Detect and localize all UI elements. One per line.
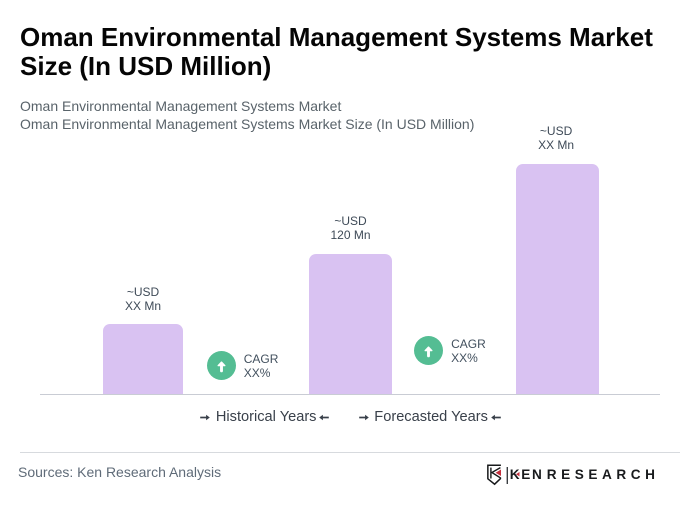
svg-text:KEN: KEN (510, 467, 542, 482)
svg-text:RESEARCH: RESEARCH (547, 467, 655, 482)
